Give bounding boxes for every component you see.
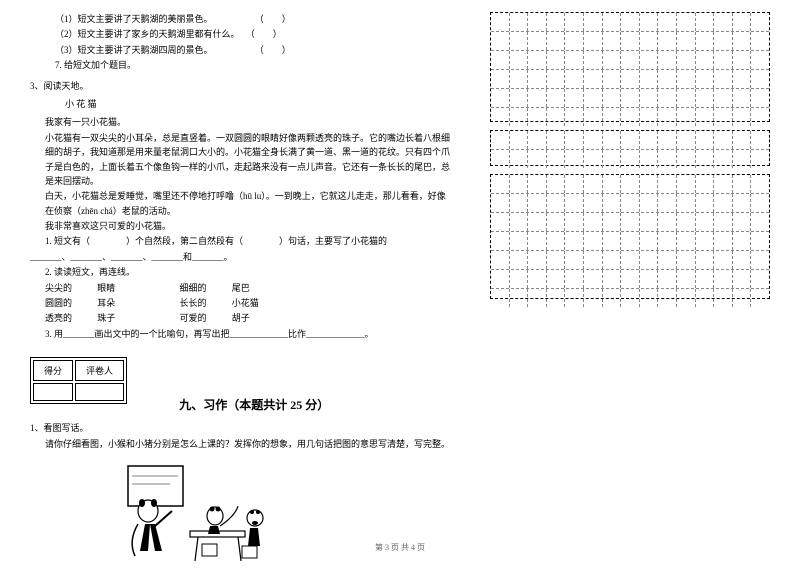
pair1d: 尾巴	[232, 281, 282, 295]
question-3: （3）短文主要讲了天鹅湖四周的景色。 （ ）	[30, 43, 450, 57]
pair3b: 珠子	[97, 311, 177, 325]
q1-bracket: （ ）	[255, 14, 291, 24]
left-column: （1）短文主要讲了天鹅湖的美丽景色。 （ ） （2）短文主要讲了家乡的天鹅湖里都…	[30, 12, 450, 576]
pair2c: 长长的	[180, 296, 230, 310]
question-2: （2）短文主要讲了家乡的天鹅湖里都有什么。 （ ）	[30, 27, 450, 41]
pair1b: 眼睛	[97, 281, 177, 295]
q1-text: （1）短文主要讲了天鹅湖的美丽景色。	[55, 14, 213, 24]
reading-sub1: 1. 短文有（ ）个自然段，第二自然段有（ ）句话，主要写了小花猫的	[30, 234, 450, 248]
score-col2: 评卷人	[75, 360, 124, 381]
pair2b: 耳朵	[97, 296, 177, 310]
q2-text: （2）短文主要讲了家乡的天鹅湖里都有什么。	[55, 29, 240, 39]
pair3d: 胡子	[232, 311, 282, 325]
reading-title: 小 花 猫	[30, 97, 450, 111]
score-table: 得分 评卷人	[30, 357, 127, 404]
pair2d: 小花猫	[232, 296, 282, 310]
question-7: 7. 给短文加个题目。	[30, 58, 450, 72]
pair3a: 透亮的	[45, 311, 95, 325]
right-column	[490, 12, 770, 576]
section-9-title: 九、习作（本题共计 25 分）	[179, 396, 329, 413]
writing-grid-3[interactable]	[490, 174, 770, 299]
score-blank1[interactable]	[33, 383, 73, 401]
score-col1: 得分	[33, 360, 73, 381]
reading-para1: 我家有一只小花猫。	[30, 115, 450, 129]
pair1a: 尖尖的	[45, 281, 95, 295]
q3-bracket: （ ）	[255, 45, 291, 55]
pair3c: 可爱的	[180, 311, 230, 325]
pair-row-3: 透亮的 珠子 可爱的 胡子	[30, 311, 450, 325]
reading-sub3: 3. 用_______画出文中的一个比喻句，再写出把_____________比…	[30, 327, 450, 341]
pair-row-1: 尖尖的 眼睛 细细的 尾巴	[30, 281, 450, 295]
reading-sub1-blank: _______、_______、_______、_______和_______。	[30, 250, 450, 264]
pair2a: 圆圆的	[45, 296, 95, 310]
question-1: （1）短文主要讲了天鹅湖的美丽景色。 （ ）	[30, 12, 450, 26]
writing-grid-2[interactable]	[490, 130, 770, 166]
writing-instruction: 请你仔细看图，小猴和小猪分别是怎么上课的？发挥你的想象，用几句话把图的意思写清楚…	[30, 437, 450, 452]
pair1c: 细细的	[180, 281, 230, 295]
page-footer: 第 3 页 共 4 页	[0, 542, 800, 553]
reading-number: 3、阅读天地。	[30, 79, 450, 93]
reading-sub2: 2. 读读短文，再连线。	[30, 265, 450, 279]
reading-para4: 我非常喜欢这只可爱的小花猫。	[30, 219, 450, 233]
writing-q1: 1、看图写话。	[30, 421, 450, 435]
classroom-illustration	[120, 456, 275, 576]
q2-bracket: （ ）	[246, 29, 282, 39]
reading-para3: 白天，小花猫总是爱睡觉，嘴里还不停地打呼噜（hū lu）。一到晚上，它就这儿走走…	[30, 189, 450, 218]
writing-grid-1[interactable]	[490, 12, 770, 122]
pair-row-2: 圆圆的 耳朵 长长的 小花猫	[30, 296, 450, 310]
score-blank2[interactable]	[75, 383, 124, 401]
reading-para2: 小花猫有一双尖尖的小耳朵，总是直竖着。一双圆圆的眼睛好像两颗透亮的珠子。它的嘴边…	[30, 131, 450, 189]
q3-text: （3）短文主要讲了天鹅湖四周的景色。	[55, 45, 213, 55]
